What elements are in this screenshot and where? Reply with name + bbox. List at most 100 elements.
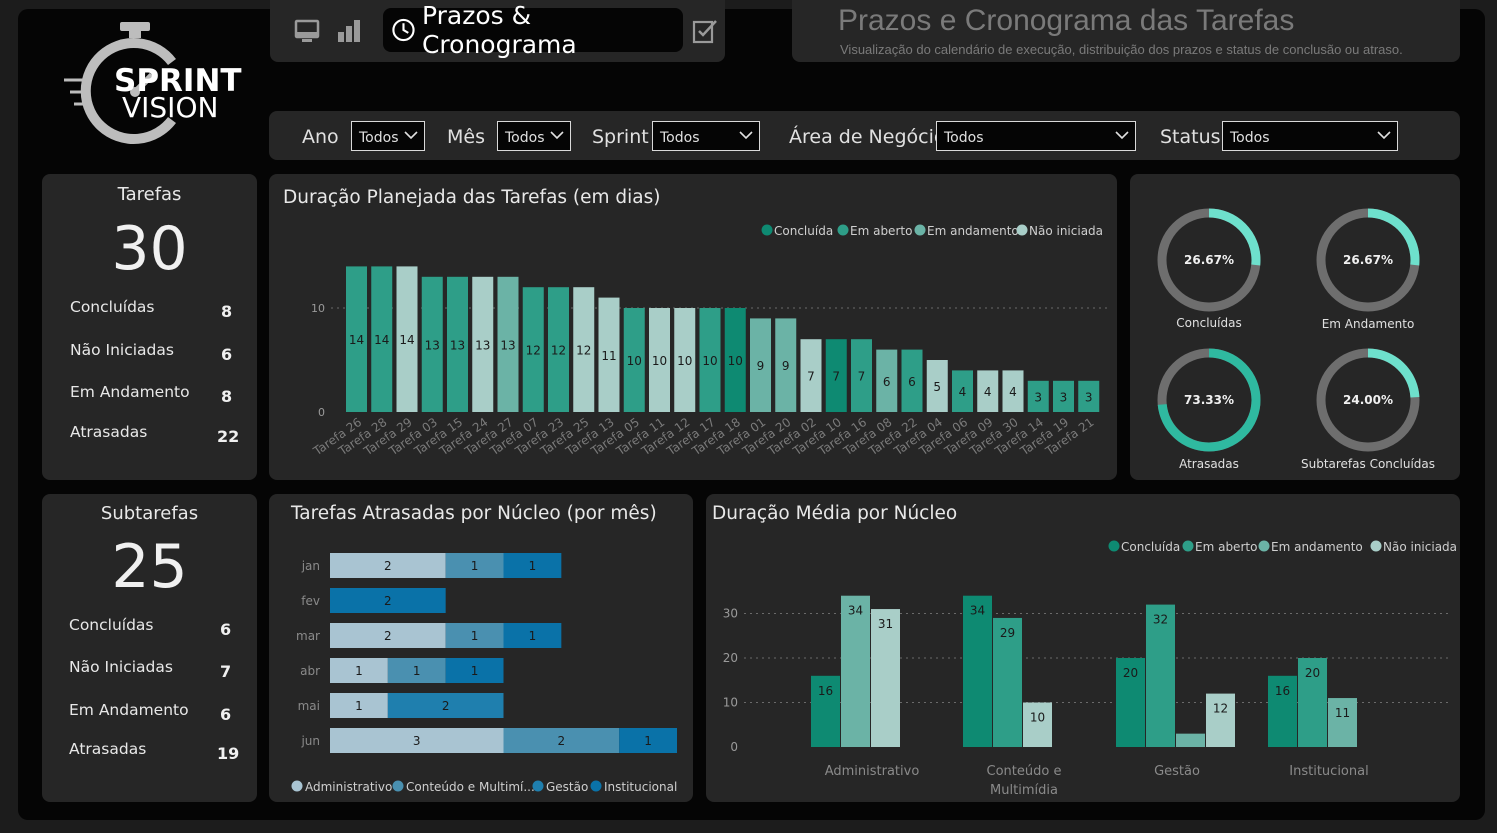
legend-label: Gestão [546, 780, 588, 794]
stacked-segment[interactable] [330, 588, 446, 613]
bar[interactable] [1176, 733, 1205, 747]
bar[interactable] [1053, 380, 1074, 412]
filter-status-dropdown[interactable]: Todos [1222, 121, 1398, 151]
bar[interactable] [724, 308, 746, 412]
segment-value-label: 1 [471, 664, 479, 678]
bar[interactable] [993, 617, 1022, 747]
bar[interactable] [573, 287, 595, 412]
bar[interactable] [346, 266, 367, 412]
stacked-segment[interactable] [445, 553, 504, 578]
stacked-segment[interactable] [330, 693, 388, 718]
bar[interactable] [1023, 702, 1052, 748]
bar[interactable] [649, 308, 670, 412]
bar[interactable] [1298, 658, 1327, 747]
gauge-fill[interactable] [1157, 208, 1261, 312]
legend-marker [532, 780, 544, 792]
bar-chart-icon[interactable] [336, 18, 362, 44]
filter-sprint-dropdown[interactable]: Todos [652, 121, 760, 151]
stacked-segment[interactable] [503, 728, 620, 753]
segment-value-label: 2 [384, 629, 392, 643]
bar[interactable] [851, 339, 872, 412]
stacked-segment[interactable] [330, 658, 388, 683]
kpi-row-label: Atrasadas [70, 423, 148, 441]
filter-area-dropdown[interactable]: Todos [936, 121, 1136, 151]
stacked-segment[interactable] [445, 623, 504, 648]
segment-value-label: 1 [644, 734, 652, 748]
duracao-planejada-panel: Duração Planejada das Tarefas (em dias) … [269, 174, 1117, 480]
monitor-icon[interactable] [294, 18, 320, 44]
bar[interactable] [421, 276, 443, 412]
gauge-fill[interactable] [1316, 348, 1420, 452]
stacked-segment[interactable] [330, 623, 446, 648]
stacked-segment[interactable] [619, 728, 677, 753]
kpi-row-value: 8 [221, 302, 233, 321]
filter-mes-dropdown[interactable]: Todos [497, 121, 571, 151]
bar[interactable] [1078, 380, 1100, 412]
stacked-segment[interactable] [330, 728, 504, 753]
duracao-bar-chart: Concluída Em aberto Em andamento Não inicia… [310, 224, 1107, 459]
bar[interactable] [871, 609, 900, 747]
bar[interactable] [901, 349, 923, 412]
kpi-row-value: 6 [220, 620, 232, 639]
stacked-segment[interactable] [387, 658, 446, 683]
bar-value-label: 16 [1275, 684, 1290, 698]
segment-value-label: 2 [384, 594, 392, 608]
y-tick-label: 20 [723, 651, 738, 665]
bar[interactable] [775, 318, 797, 412]
tab-prazos-cronograma[interactable]: Prazos & Cronograma [383, 1, 683, 59]
bar-value-label: 12 [551, 344, 566, 358]
bar[interactable] [1002, 370, 1024, 412]
bar[interactable] [841, 595, 870, 747]
stacked-segment[interactable] [445, 658, 504, 683]
bar[interactable] [876, 349, 898, 412]
logo-line2: VISION [122, 91, 218, 124]
gauge-fill[interactable] [1157, 348, 1261, 452]
bar[interactable] [1116, 658, 1145, 747]
bar[interactable] [825, 339, 847, 412]
legend-label: Institucional [604, 780, 677, 794]
bar[interactable] [598, 297, 620, 412]
bar[interactable] [800, 339, 822, 412]
filter-ano-dropdown[interactable]: Todos [351, 121, 425, 151]
gauge-fill[interactable] [1316, 208, 1420, 312]
y-tick-label: 10 [311, 302, 325, 315]
bar[interactable] [699, 308, 721, 412]
duracao-media-chart: Concluída Em aberto Em andamento Não inicia… [723, 540, 1457, 798]
bar[interactable] [623, 308, 645, 412]
bar[interactable] [811, 675, 840, 747]
stacked-segment[interactable] [503, 553, 562, 578]
bar[interactable] [1268, 675, 1297, 747]
bar[interactable] [1328, 698, 1357, 747]
bar[interactable] [472, 276, 494, 412]
bar[interactable] [447, 276, 468, 412]
stacked-segment[interactable] [330, 553, 446, 578]
bar[interactable] [952, 370, 973, 412]
bar-value-label: 34 [848, 604, 863, 618]
kpi-title: Subtarefas [100, 503, 199, 524]
bar[interactable] [977, 370, 999, 412]
kpi-row-label: Concluídas [70, 298, 155, 316]
bar-value-label: 7 [832, 370, 840, 384]
bar[interactable] [1206, 693, 1235, 747]
bar[interactable] [371, 266, 393, 412]
bar[interactable] [1027, 380, 1049, 412]
bar[interactable] [497, 276, 519, 412]
bar[interactable] [963, 595, 992, 747]
bar[interactable] [750, 318, 771, 412]
bar[interactable] [926, 360, 948, 412]
chevron-down-icon [1115, 131, 1129, 140]
kpi-total: 30 [111, 214, 188, 284]
bar[interactable] [1146, 604, 1175, 747]
segment-value-label: 1 [355, 699, 363, 713]
bar[interactable] [548, 287, 569, 412]
checklist-icon[interactable] [692, 18, 718, 44]
legend-marker [1108, 540, 1120, 552]
bar[interactable] [674, 308, 696, 412]
legend-label: Concluída [1121, 540, 1180, 554]
bar[interactable] [396, 266, 418, 412]
stacked-segment[interactable] [503, 623, 562, 648]
stacked-segment[interactable] [387, 693, 504, 718]
y-tick-label: jan [301, 559, 320, 573]
bar[interactable] [522, 287, 544, 412]
chevron-down-icon [739, 131, 753, 140]
